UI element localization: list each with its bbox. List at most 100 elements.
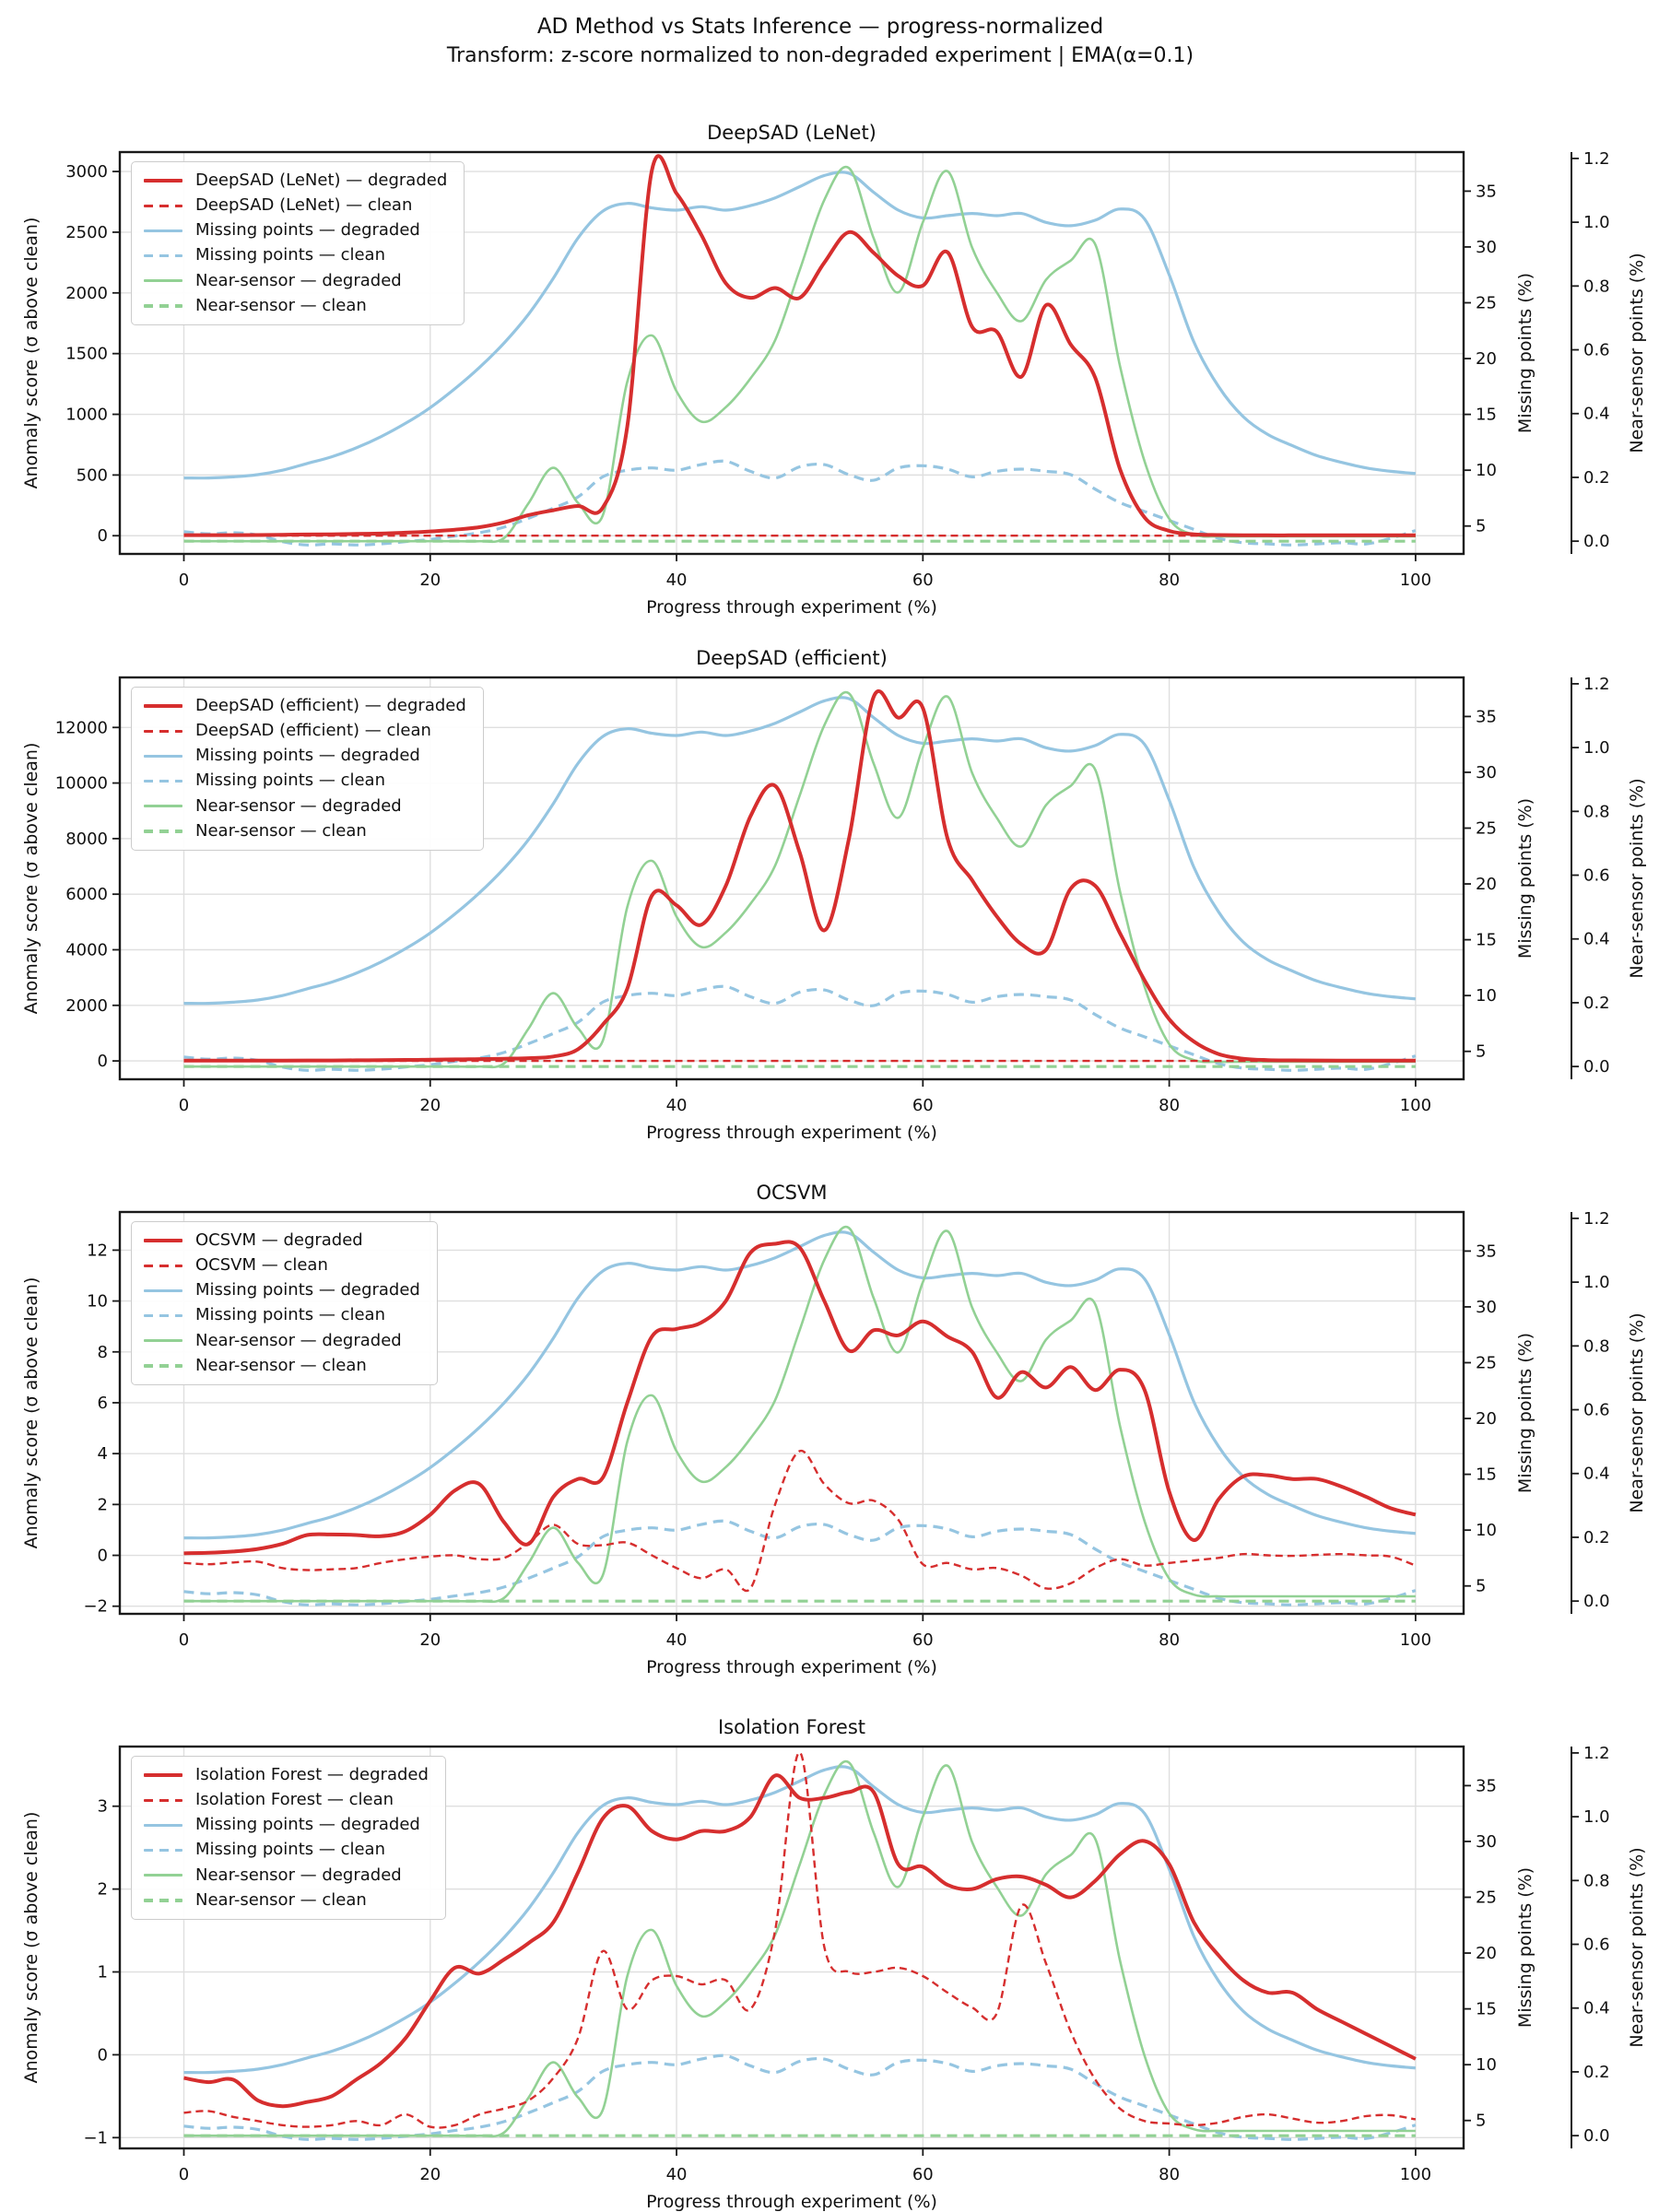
- left-tick-label: 6000: [65, 885, 108, 904]
- missing-tick-label: 5: [1476, 2112, 1486, 2131]
- missing-tick-label: 30: [1476, 1298, 1497, 1317]
- left-tick-label: 3000: [65, 162, 108, 182]
- left-tick-label: 1500: [65, 345, 108, 364]
- near-tick-label: 1.0: [1583, 1273, 1610, 1292]
- subplot-title: OCSVM: [756, 1182, 827, 1204]
- missing-tick-label: 5: [1476, 517, 1486, 536]
- x-tick-label: 0: [179, 1630, 189, 1650]
- x-tick-label: 40: [666, 1096, 688, 1115]
- x-tick-label: 100: [1400, 1096, 1431, 1115]
- near-tick-label: 0.0: [1583, 2126, 1610, 2146]
- left-tick-label: 0: [98, 526, 108, 546]
- left-tick-label: 8000: [65, 830, 108, 849]
- left-tick-label: −2: [83, 1597, 108, 1617]
- subplot-3-missing-degraded-line: [183, 1230, 1417, 1540]
- near-tick-label: 0.6: [1583, 341, 1610, 360]
- left-tick-label: 0: [98, 1547, 108, 1566]
- subplot-4-missing-clean-line: [183, 2053, 1417, 2141]
- x-tick-label: 60: [912, 1096, 934, 1115]
- near-tick-label: 0.2: [1583, 994, 1610, 1013]
- x-tick-label: 20: [419, 2165, 441, 2184]
- subplot-4-series: [183, 1751, 1417, 2141]
- near-tick-label: 0.0: [1583, 1592, 1610, 1611]
- left-tick-label: 2500: [65, 223, 108, 242]
- subplot-3-spines: [118, 1210, 1465, 1616]
- subplot-4-method-degraded-line: [183, 1773, 1417, 2109]
- missing-tick-label: 15: [1476, 2000, 1497, 2019]
- subplot-3-method-degraded-line: [183, 1240, 1417, 1556]
- x-tick-label: 40: [666, 2165, 688, 2184]
- left-tick-label: 4: [98, 1444, 108, 1464]
- x-tick-label: 0: [179, 1096, 189, 1115]
- left-tick-label: 1000: [65, 406, 108, 425]
- left-tick-label: 2000: [65, 996, 108, 1016]
- missing-axis-label: Missing points (%): [1515, 273, 1535, 433]
- missing-tick-label: 35: [1476, 1241, 1497, 1261]
- near-tick-label: 0.8: [1583, 1336, 1610, 1356]
- near-tick-label: 0.8: [1583, 802, 1610, 821]
- subplot-1-near-degraded-line: [183, 165, 1416, 544]
- x-axis-label: Progress through experiment (%): [646, 1123, 937, 1143]
- left-tick-label: 3: [98, 1797, 108, 1817]
- subplot-4-spines: [118, 1745, 1465, 2150]
- missing-tick-label: 25: [1476, 294, 1497, 313]
- left-axis-label: Anomaly score (σ above clean): [21, 1812, 41, 2084]
- x-tick-label: 40: [666, 571, 688, 590]
- subplot-1-ticks: [112, 158, 1579, 561]
- subplot-4-grid: [120, 1747, 1464, 2148]
- near-axis-label: Near-sensor points (%): [1627, 778, 1647, 978]
- subplot-4-missing-degraded-line: [183, 1765, 1417, 2075]
- x-tick-label: 100: [1400, 571, 1431, 590]
- subplot-1-series: [183, 154, 1417, 547]
- subplot-title: DeepSAD (LeNet): [707, 122, 877, 144]
- missing-tick-label: 20: [1476, 875, 1497, 894]
- missing-tick-label: 10: [1476, 461, 1497, 480]
- left-tick-label: 12: [87, 1241, 108, 1260]
- near-tick-label: 1.0: [1583, 1807, 1610, 1827]
- missing-tick-label: 10: [1476, 1521, 1497, 1540]
- x-axis-label: Progress through experiment (%): [646, 1657, 937, 1677]
- missing-tick-label: 5: [1476, 1577, 1486, 1596]
- left-tick-label: 1: [98, 1963, 108, 1983]
- subplot-4-near-degraded-line: [183, 1759, 1416, 2138]
- near-axis-label: Near-sensor points (%): [1627, 1312, 1647, 1512]
- subplot-2-near-degraded-line: [183, 690, 1416, 1069]
- x-tick-label: 60: [912, 2165, 934, 2184]
- left-axis-label: Anomaly score (σ above clean): [21, 1277, 41, 1549]
- subplot-3-series: [183, 1225, 1417, 1606]
- missing-axis-label: Missing points (%): [1515, 798, 1535, 959]
- missing-tick-label: 10: [1476, 986, 1497, 1006]
- missing-tick-label: 15: [1476, 1465, 1497, 1485]
- subplot-title: DeepSAD (efficient): [696, 647, 888, 669]
- left-tick-label: 12000: [55, 718, 108, 737]
- subplot-3-tick-labels: −2 0 2 4 6 8 10 12 0 20 40 60 80 100 5 10 15 20 25 30 35 0.0 0…: [83, 1209, 1609, 1650]
- left-tick-label: 4000: [65, 940, 108, 959]
- near-tick-label: 0.4: [1583, 930, 1610, 949]
- subplot-2-grid: [120, 677, 1464, 1079]
- subplot-2-missing-degraded-line: [183, 696, 1417, 1006]
- subplot-2-ticks: [112, 683, 1579, 1087]
- x-tick-label: 20: [419, 1630, 441, 1650]
- near-tick-label: 1.2: [1583, 1209, 1610, 1229]
- missing-tick-label: 20: [1476, 1944, 1497, 1963]
- left-axis-label: Anomaly score (σ above clean): [21, 743, 41, 1015]
- missing-tick-label: 15: [1476, 406, 1497, 425]
- near-axis-label: Near-sensor points (%): [1627, 1847, 1647, 2047]
- left-tick-label: 0: [98, 1052, 108, 1071]
- missing-tick-label: 25: [1476, 819, 1497, 839]
- missing-tick-label: 15: [1476, 931, 1497, 950]
- subplot-3-grid: [120, 1212, 1464, 1614]
- subplot-2-missing-clean-line: [183, 984, 1417, 1072]
- subplot-3-missing-clean-line: [183, 1519, 1417, 1606]
- missing-tick-label: 5: [1476, 1042, 1486, 1062]
- subplot-3-near-degraded-line: [183, 1225, 1416, 1604]
- near-tick-label: 1.2: [1583, 149, 1610, 169]
- subplot-1-missing-clean-line: [183, 459, 1417, 547]
- near-tick-label: 0.2: [1583, 1528, 1610, 1547]
- near-tick-label: 0.2: [1583, 2063, 1610, 2082]
- near-tick-label: 0.0: [1583, 532, 1610, 551]
- left-tick-label: 6: [98, 1394, 108, 1413]
